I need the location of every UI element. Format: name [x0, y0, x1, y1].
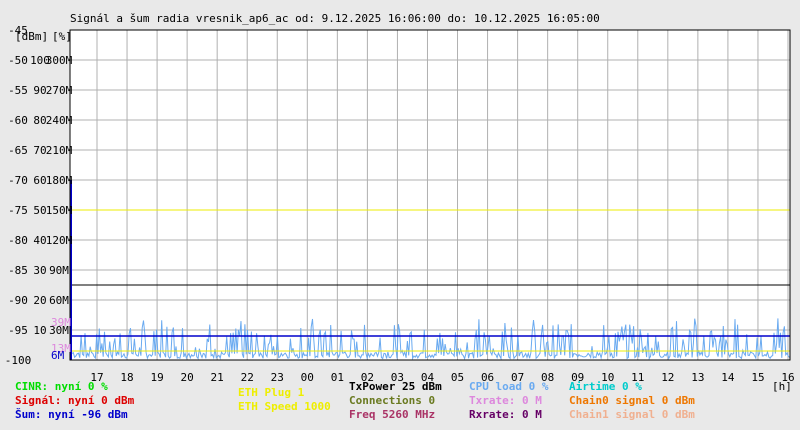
legend-item: Rxrate: 0 M [469, 408, 542, 421]
y-tick-dbm: -45 [8, 24, 28, 37]
label-txrate-bottom: 13M [51, 342, 71, 355]
legend-item: CINR: nyní 0 % [15, 380, 108, 393]
y-tick-rate: 90M [49, 264, 69, 277]
y-tick-percent: 90 [33, 84, 46, 97]
y-tick-percent: 100 [30, 54, 50, 67]
x-tick-label: 13 [691, 371, 704, 384]
label-txrate-top: 39M [51, 316, 71, 329]
y-tick-dbm: -65 [8, 144, 28, 157]
legend-item: Šum: nyní -96 dBm [15, 408, 128, 421]
legend-item: Chain1 signal 0 dBm [569, 408, 695, 421]
y-tick-percent: 20 [33, 294, 46, 307]
y-tick-dbm: -85 [8, 264, 28, 277]
x-tick-label: 19 [150, 371, 163, 384]
x-unit-label: [h] [772, 380, 792, 393]
legend-item: ETH Speed 1000 [238, 400, 331, 413]
legend-item: Txrate: 0 M [469, 394, 542, 407]
x-tick-label: 15 [751, 371, 764, 384]
y-tick-rate: 270M [46, 84, 73, 97]
x-tick-label: 12 [661, 371, 674, 384]
x-tick-label: 23 [271, 371, 284, 384]
y-tick-dbm: -75 [8, 204, 28, 217]
legend-item: Signál: nyní 0 dBm [15, 394, 135, 407]
x-tick-label: 22 [241, 371, 254, 384]
legend-item: Connections 0 [349, 394, 435, 407]
x-tick-label: 17 [90, 371, 103, 384]
plot-background [70, 30, 790, 360]
x-tick-label: 05 [451, 371, 464, 384]
y-tick-percent: 40 [33, 234, 46, 247]
y-tick-dbm: -70 [8, 174, 28, 187]
y-tick-rate: 120M [46, 234, 73, 247]
x-tick-label: 21 [211, 371, 224, 384]
y-tick-rate: 180M [46, 174, 73, 187]
chart-title: Signál a šum radia vresnik_ap6_ac od: 9.… [70, 12, 600, 25]
x-tick-label: 06 [481, 371, 494, 384]
axes: -45-50-55-60-65-70-75-80-85-90-95-100100… [5, 24, 795, 384]
y-tick-dbm: -80 [8, 234, 28, 247]
series-cpu-load [71, 318, 790, 361]
label-rxrate-bottom: 6M [51, 349, 65, 362]
y-tick-dbm: -50 [8, 54, 28, 67]
y-tick-dbm: -95 [8, 324, 28, 337]
y-tick-dbm: -55 [8, 84, 28, 97]
x-tick-label: 04 [421, 371, 435, 384]
x-tick-label: 01 [331, 371, 344, 384]
x-tick-label: 10 [601, 371, 614, 384]
y-tick-dbm: -90 [8, 294, 28, 307]
unit-label-percent: [%] [52, 30, 72, 43]
unit-label-dbm: [dBm] [15, 30, 48, 43]
plot-frame [69, 29, 791, 361]
y-tick-percent: 10 [33, 324, 46, 337]
legend-item: CPU load 0 % [469, 380, 549, 393]
x-tick-label: 00 [301, 371, 314, 384]
x-tick-label: 14 [721, 371, 735, 384]
y-tick-rate: 300M [46, 54, 73, 67]
x-tick-label: 11 [631, 371, 644, 384]
x-tick-label: 02 [361, 371, 374, 384]
x-tick-label: 09 [571, 371, 584, 384]
y-tick-percent: 70 [33, 144, 46, 157]
x-tick-label: 18 [120, 371, 133, 384]
legend-item: Freq 5260 MHz [349, 408, 435, 421]
y-tick-percent: 80 [33, 114, 46, 127]
y-tick-rate: 30M [49, 324, 69, 337]
y-tick-rate: 240M [46, 114, 73, 127]
legend-item: Airtime 0 % [569, 380, 642, 393]
y-tick-rate: 60M [49, 294, 69, 307]
y-tick-percent: 30 [33, 264, 46, 277]
plot-area [69, 29, 791, 361]
y-tick-rate: 150M [46, 204, 73, 217]
x-tick-label: 16 [781, 371, 794, 384]
legend-item: Chain0 signal 0 dBm [569, 394, 695, 407]
y-tick-rate: 210M [46, 144, 73, 157]
y-tick-dbm: -60 [8, 114, 28, 127]
legend-item: TxPower 25 dBm [349, 380, 442, 393]
x-tick-label: 07 [511, 371, 524, 384]
x-tick-label: 03 [391, 371, 404, 384]
y-tick-percent: 60 [33, 174, 46, 187]
y-tick-dbm: -100 [5, 354, 32, 367]
x-tick-label: 20 [181, 371, 194, 384]
x-tick-label: 08 [541, 371, 554, 384]
y-tick-percent: 50 [33, 204, 46, 217]
legend-item: ETH Plug 1 [238, 386, 305, 399]
